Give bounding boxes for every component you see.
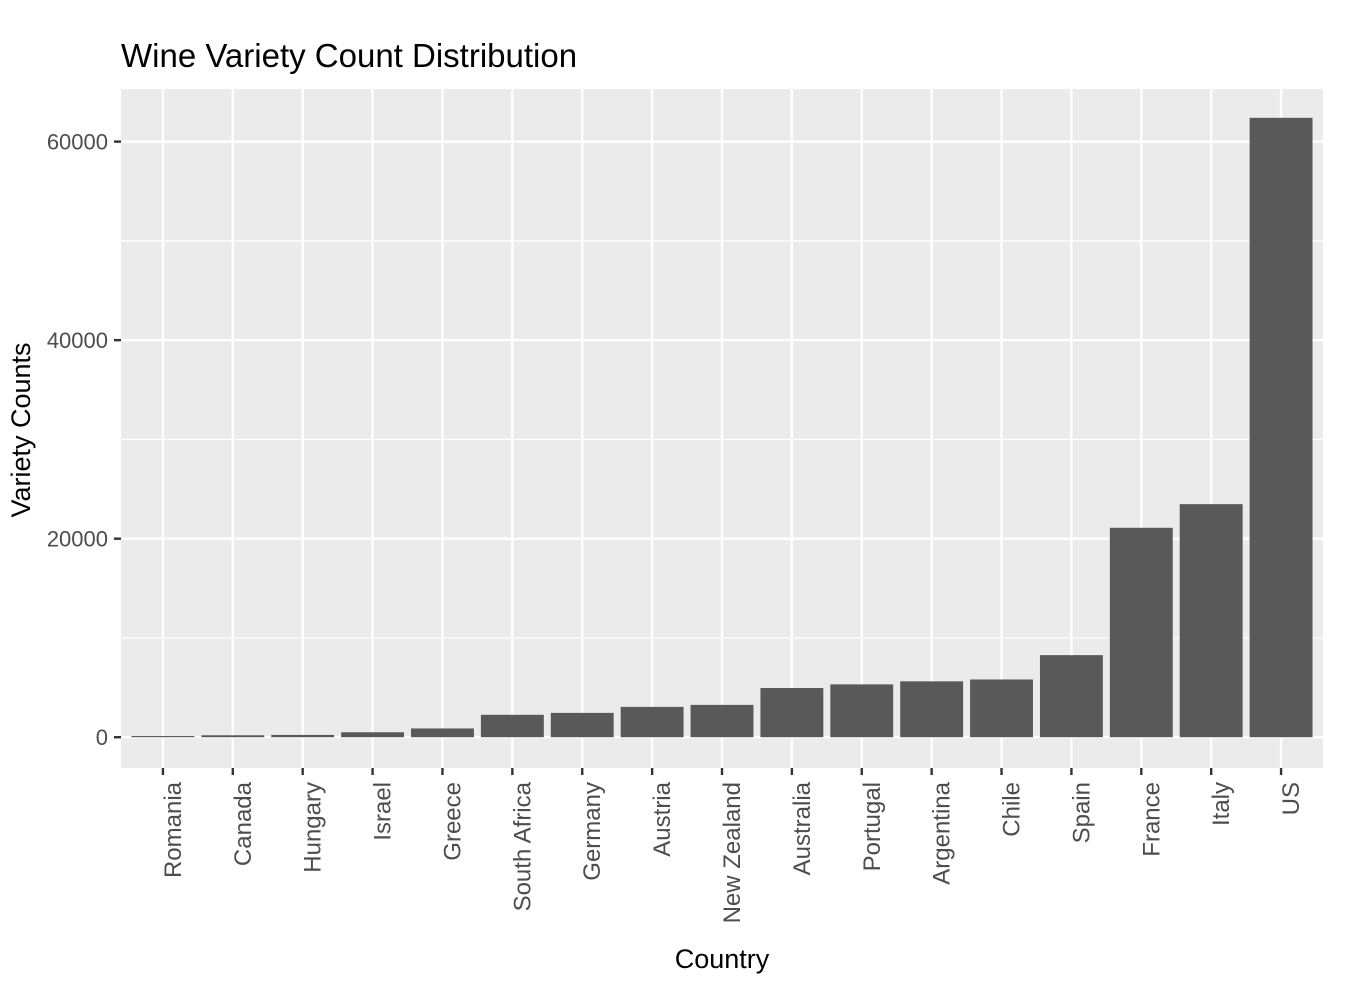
bar-italy bbox=[1179, 504, 1243, 738]
x-tick-label: Australia bbox=[789, 781, 816, 875]
x-tick-label: Israel bbox=[370, 782, 397, 841]
x-tick-label: US bbox=[1278, 782, 1305, 815]
bar-argentina bbox=[900, 681, 964, 738]
bar-chile bbox=[970, 679, 1033, 738]
bar-greece bbox=[411, 728, 474, 738]
bar-portugal bbox=[830, 684, 894, 738]
bar-south-africa bbox=[480, 714, 544, 738]
bar-austria bbox=[620, 706, 684, 738]
bar-israel bbox=[341, 732, 405, 738]
y-tick-label: 40000 bbox=[47, 328, 108, 353]
x-tick-label: Canada bbox=[230, 781, 257, 866]
x-tick-label: Austria bbox=[649, 781, 676, 856]
y-tick-label: 60000 bbox=[47, 130, 108, 155]
bar-hungary bbox=[271, 734, 335, 738]
x-tick-label: South Africa bbox=[509, 781, 536, 911]
bars bbox=[131, 117, 1313, 738]
bar-canada bbox=[201, 735, 265, 738]
x-tick-label: Spain bbox=[1068, 782, 1095, 843]
x-tick-label: France bbox=[1138, 782, 1165, 857]
chart-title: Wine Variety Count Distribution bbox=[121, 37, 577, 74]
bar-us bbox=[1249, 117, 1313, 738]
bar-france bbox=[1109, 527, 1173, 738]
x-tick-label: Greece bbox=[439, 782, 466, 861]
x-tick-label: Portugal bbox=[859, 782, 886, 871]
x-tick-label: Italy bbox=[1208, 782, 1235, 826]
x-tick-label: Hungary bbox=[300, 782, 327, 873]
x-tick-label: Germany bbox=[579, 782, 606, 881]
y-tick-label: 20000 bbox=[47, 527, 108, 552]
x-axis-title: Country bbox=[675, 944, 770, 974]
bar-new-zealand bbox=[690, 704, 754, 738]
y-tick-label: 0 bbox=[96, 725, 108, 750]
y-axis: 0 20000 40000 60000 bbox=[47, 130, 121, 750]
bar-germany bbox=[550, 712, 614, 738]
bar-australia bbox=[760, 688, 824, 738]
gridlines bbox=[121, 89, 1323, 768]
x-tick-label: Romania bbox=[160, 781, 187, 878]
x-tick-label: Chile bbox=[999, 782, 1026, 837]
x-axis: Romania Canada Hungary Israel Greece South Af… bbox=[160, 768, 1305, 923]
x-tick-label: Argentina bbox=[929, 781, 956, 884]
bar-spain bbox=[1039, 655, 1103, 738]
y-axis-title: Variety Counts bbox=[6, 342, 36, 517]
x-tick-label: New Zealand bbox=[719, 782, 746, 923]
bar-romania bbox=[131, 736, 195, 738]
